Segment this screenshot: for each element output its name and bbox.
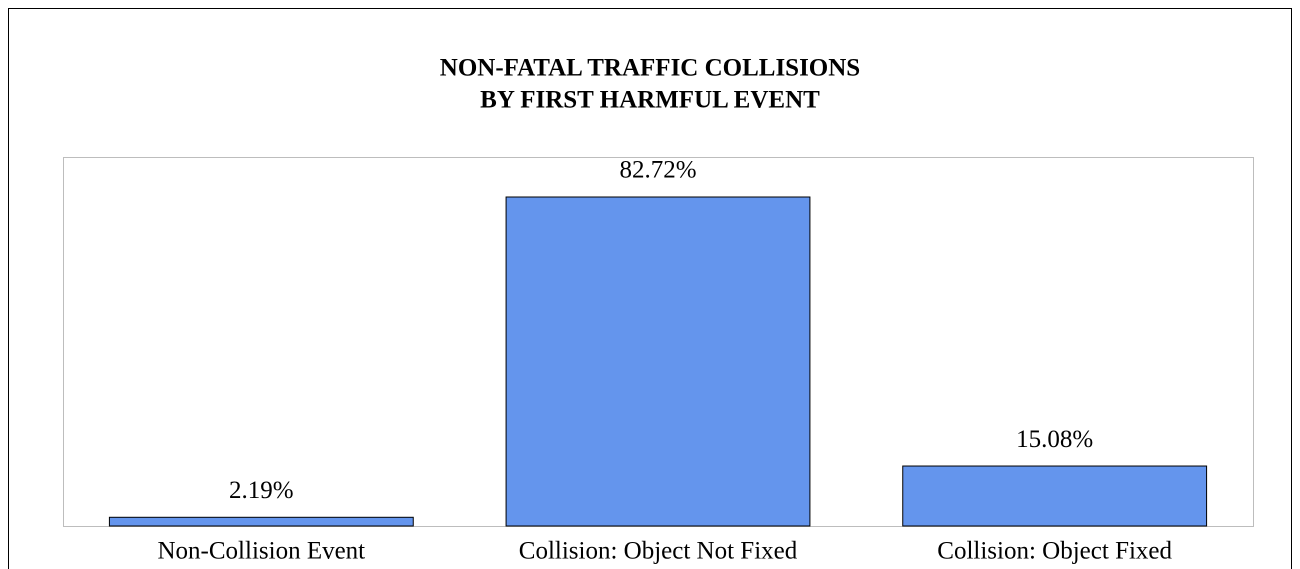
bar — [902, 465, 1208, 527]
data-label: 2.19% — [229, 477, 294, 504]
chart-title: NON-FATAL TRAFFIC COLLISIONS — [440, 55, 860, 82]
data-label: 82.72% — [619, 157, 696, 184]
bar — [108, 516, 414, 527]
chart-title: BY FIRST HARMFUL EVENT — [480, 87, 820, 114]
bar — [505, 196, 811, 527]
x-tick-label: Collision: Object Fixed — [937, 538, 1172, 565]
x-tick-label: Collision: Object Not Fixed — [519, 538, 798, 565]
data-label: 15.08% — [1016, 426, 1093, 453]
x-tick-label: Non-Collision Event — [158, 538, 366, 565]
chart-frame — [8, 8, 1292, 569]
